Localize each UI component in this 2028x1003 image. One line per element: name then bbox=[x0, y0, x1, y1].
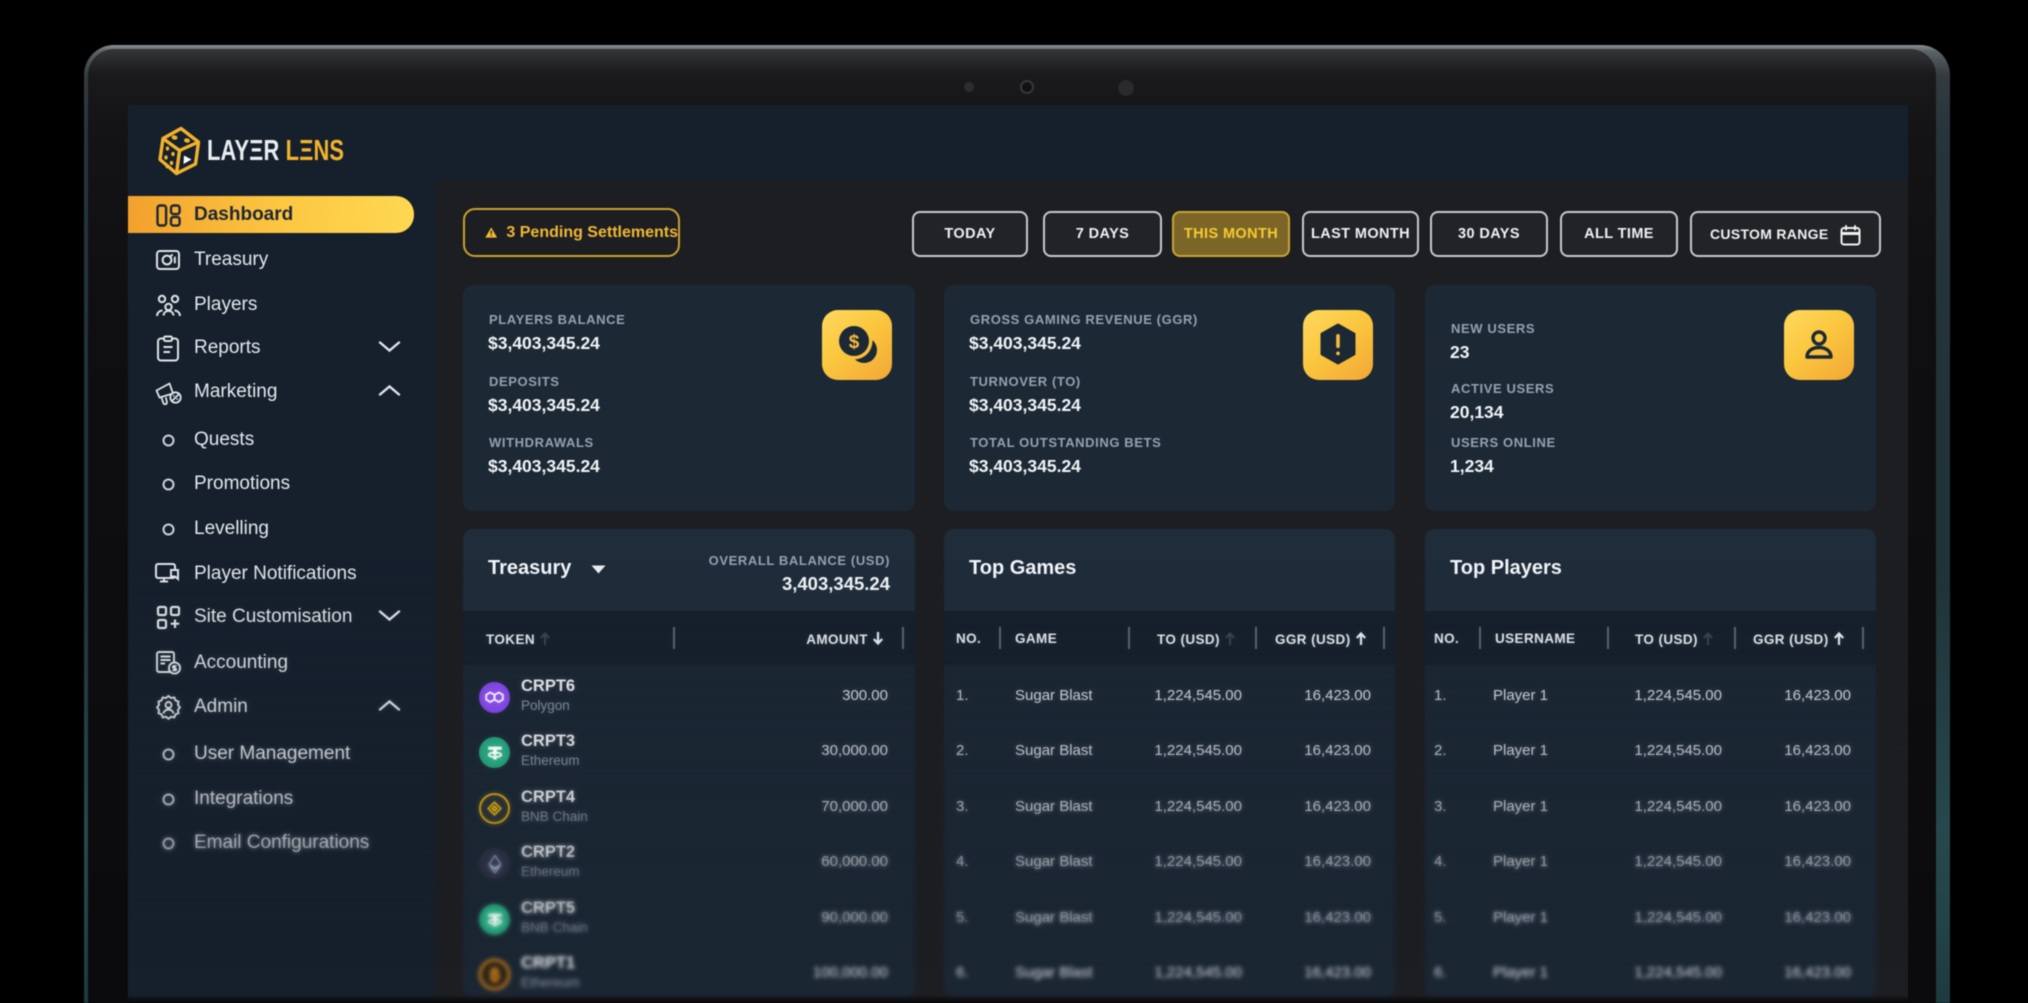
svg-text:$: $ bbox=[849, 332, 860, 353]
